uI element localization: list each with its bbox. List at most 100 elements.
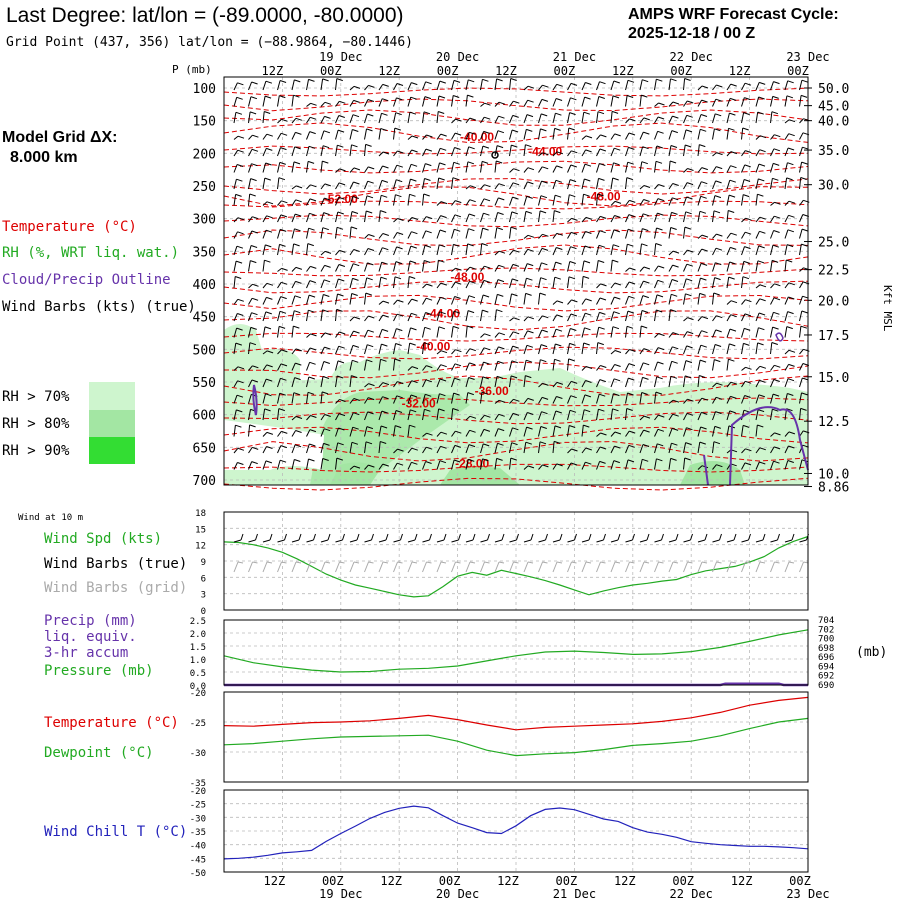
bottom-time-label: 12Z xyxy=(264,874,286,888)
wind-barb xyxy=(610,408,613,421)
wind-barb xyxy=(567,164,572,173)
wind-barb-flag xyxy=(743,342,750,346)
wind-barb xyxy=(436,229,441,239)
wind-barb-flag xyxy=(729,261,736,265)
wind-barb xyxy=(393,128,396,140)
wind-barb-flag xyxy=(482,227,489,231)
wind-barb xyxy=(248,111,251,124)
wind-barb-flag xyxy=(657,130,664,134)
wind-barb-flag xyxy=(597,111,605,115)
wind-barb xyxy=(248,447,253,454)
wind-barb xyxy=(654,294,658,305)
grid-wind-barb xyxy=(262,561,268,573)
wind-barb-flag xyxy=(672,346,679,350)
wind-barb-flag xyxy=(627,392,634,396)
wind-barb-flag xyxy=(714,128,721,132)
wind-barb-flag xyxy=(266,364,273,368)
wind-barb-flag xyxy=(438,177,445,181)
wind-barb-flag xyxy=(526,344,534,348)
wind-barb-flag xyxy=(554,358,561,362)
true-wind-barb-flag xyxy=(356,533,360,541)
wind-barb xyxy=(712,329,717,338)
wind-barb-flag xyxy=(425,312,432,315)
wind-barb xyxy=(625,392,628,404)
wind-barb-flag xyxy=(641,243,648,247)
grid-wind-barb-flag xyxy=(716,561,722,564)
wind-barb xyxy=(277,80,281,91)
wind-barb xyxy=(422,432,427,437)
grid-wind-barb-flag xyxy=(513,561,519,564)
wind-barb xyxy=(755,135,761,140)
wind-barb xyxy=(320,458,324,470)
wind-barb xyxy=(668,130,673,140)
wind-barb xyxy=(770,409,773,421)
wind-barb-flag xyxy=(772,393,780,397)
wind-barb xyxy=(639,243,642,256)
wind-barb-flag xyxy=(498,197,505,201)
true-wind-barb-flag xyxy=(617,533,621,541)
wind-barb xyxy=(233,231,238,239)
wind-barb-flag xyxy=(583,193,590,197)
wind-barb-flag xyxy=(498,250,506,254)
wind-barb-flag xyxy=(771,111,779,115)
wind-barb-flag xyxy=(614,431,622,435)
wind-barb xyxy=(349,249,355,256)
wind-barb xyxy=(422,365,427,371)
wind-barb xyxy=(320,183,326,190)
wind-barb-flag xyxy=(642,79,649,83)
true-wind-barb-flag xyxy=(574,533,577,541)
wind-barb-flag xyxy=(699,292,706,296)
wind-barb-flag xyxy=(498,264,505,268)
true-wind-barb xyxy=(494,539,503,543)
wind-barb-flag xyxy=(669,160,677,164)
wind-barb-flag xyxy=(614,282,621,286)
wind-barb xyxy=(277,282,282,289)
wind-barb xyxy=(451,349,456,355)
wind-barb-flag xyxy=(774,283,781,287)
wind-barb xyxy=(552,113,556,124)
wind-barb-flag xyxy=(410,409,417,413)
wind-barb-flag xyxy=(614,200,622,204)
wind-barb-flag xyxy=(367,248,375,251)
height-tick-label: 12.5 xyxy=(818,415,849,430)
wind-barb-flag xyxy=(368,84,375,88)
wind-barb-flag xyxy=(570,246,577,250)
wind-barb-flag xyxy=(382,247,389,251)
wind-barb xyxy=(306,376,310,388)
wind-barb xyxy=(567,179,571,190)
wind-barb-flag xyxy=(612,177,619,181)
wind-barb-flag xyxy=(279,459,287,463)
wind-barb-flag xyxy=(309,361,316,365)
wind-barb xyxy=(378,113,382,124)
wind-barb xyxy=(523,278,527,289)
wind-barb-flag xyxy=(585,312,592,316)
wind-barb-flag xyxy=(481,391,489,395)
wind-barb xyxy=(291,199,297,206)
wind-barb-flag xyxy=(788,296,795,300)
wind-barb xyxy=(349,427,354,437)
wind-barb xyxy=(320,116,325,124)
wind-barb-flag xyxy=(541,396,549,400)
wind-barb xyxy=(668,78,671,91)
wind-barb-flag xyxy=(714,344,722,347)
wind-barb xyxy=(320,376,324,388)
wind-barb-flag xyxy=(541,262,548,266)
wind-barb-flag xyxy=(409,111,417,115)
wind-barb-flag xyxy=(426,283,433,287)
contour-label: -52.00 xyxy=(324,192,358,206)
true-wind-barb xyxy=(581,539,590,543)
wind-barb-flag xyxy=(788,431,796,435)
wind-barb xyxy=(349,412,354,421)
wind-barb-flag xyxy=(324,197,331,201)
wind-barb xyxy=(755,342,759,355)
height-tick-label: 40.0 xyxy=(818,115,849,130)
wind-barb-flag xyxy=(743,179,751,182)
wind-barb xyxy=(581,112,585,124)
wind-barb-flag xyxy=(745,448,752,452)
wind-barb xyxy=(726,277,730,289)
wind-barb-flag xyxy=(628,132,636,136)
wind-barb xyxy=(596,297,601,305)
wind-barb xyxy=(741,462,746,470)
wind-barb-flag xyxy=(687,398,694,402)
wind-barb-flag xyxy=(643,362,650,366)
